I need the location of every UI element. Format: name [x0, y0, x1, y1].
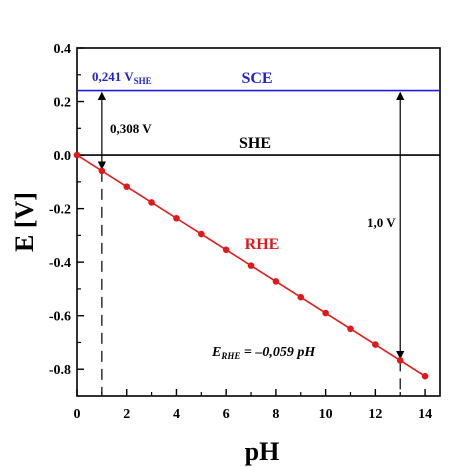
- rhe-line-label: RHE: [245, 236, 280, 253]
- span-value-label: 1,0 V: [367, 215, 396, 230]
- sce-value-subscript: SHE: [134, 76, 152, 86]
- sce-value-main: 0,241 V: [92, 69, 134, 84]
- y-tick-label: -0.6: [49, 310, 71, 325]
- rhe-data-point: [396, 357, 404, 364]
- she-line-label: SHE: [239, 135, 271, 152]
- y-tick-label: 0.4: [54, 42, 72, 57]
- rhe-equation: ERHE = –0,059 pH: [211, 345, 316, 361]
- y-tick-label: -0.2: [49, 203, 71, 218]
- x-tick-label: 14: [418, 407, 432, 422]
- rhe-data-point: [222, 246, 230, 254]
- y-tick-label: 0.2: [54, 96, 72, 111]
- rhe-data-point: [173, 214, 180, 222]
- plot-frame: [76, 47, 441, 397]
- x-tick-label: 12: [368, 407, 382, 422]
- x-tick-label: 8: [272, 407, 279, 422]
- x-tick-label: 0: [74, 407, 81, 422]
- x-tick-label: 4: [173, 407, 180, 422]
- sce-value-label: 0,241 VSHE: [92, 69, 152, 86]
- rhe-data-point: [347, 325, 354, 333]
- y-tick-label: -0.4: [49, 256, 71, 271]
- x-tick-label: 2: [123, 407, 130, 422]
- rhe-data-point: [272, 278, 280, 285]
- rhe-data-point: [421, 372, 429, 380]
- rhe-equation-rhs: = –0,059 pH: [240, 345, 316, 360]
- x-axis-title: pH: [245, 437, 280, 466]
- gap-value-label: 0,308 V: [110, 121, 152, 136]
- rhe-data-point: [198, 230, 205, 238]
- rhe-data-point: [297, 293, 305, 301]
- rhe-data-point: [123, 183, 131, 190]
- rhe-data-point: [148, 199, 155, 206]
- rhe-equation-subscript: RHE: [220, 351, 240, 361]
- rhe-data-point: [372, 341, 379, 348]
- rhe-data-point: [73, 151, 81, 159]
- y-tick-label: -0.8: [49, 363, 71, 378]
- x-tick-label: 6: [223, 407, 230, 422]
- y-tick-label: 0.0: [54, 149, 72, 164]
- rhe-data-point: [247, 262, 255, 269]
- sce-line-label: SCE: [241, 70, 272, 87]
- rhe-data-point: [322, 309, 329, 317]
- x-tick-label: 10: [319, 407, 333, 422]
- rhe-data-point: [98, 167, 106, 175]
- rhe-equation-lhs: E: [211, 345, 221, 360]
- y-axis-title: E [V]: [10, 192, 39, 252]
